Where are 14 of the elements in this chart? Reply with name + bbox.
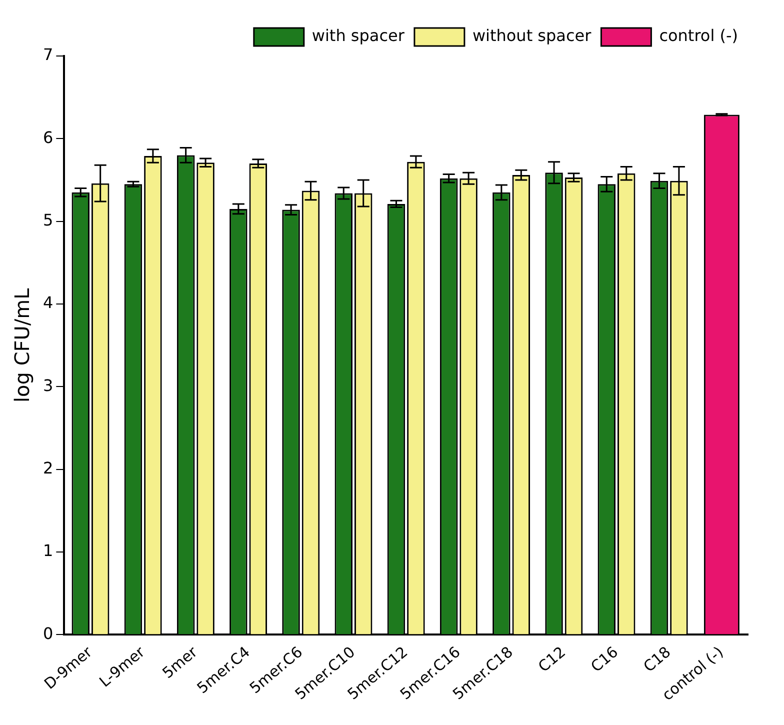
y-tick-label: 0 (42, 624, 54, 643)
y-tick-label: 4 (42, 293, 54, 312)
legend-label: without spacer (472, 26, 592, 46)
y-tick-label: 3 (42, 376, 54, 395)
y-tick-label: 2 (42, 458, 54, 478)
legend-label: with spacer (312, 26, 405, 46)
x-tick-label: C12 (534, 642, 569, 676)
y-tick-label: 7 (42, 45, 54, 64)
legend-label: control (-) (659, 26, 738, 46)
y-tick-label: 6 (42, 128, 54, 147)
x-tick-label: C16 (587, 642, 622, 676)
y-tick-label: 5 (42, 210, 54, 230)
y-tick-label: 1 (42, 541, 54, 560)
y-axis-title: log CFU/mL (10, 287, 34, 403)
